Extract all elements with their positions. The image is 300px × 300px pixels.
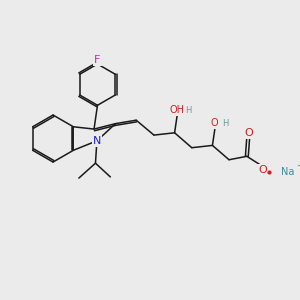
Text: OH: OH (169, 105, 184, 116)
Text: Na: Na (281, 167, 295, 176)
Text: H: H (185, 106, 191, 115)
Text: H: H (222, 118, 229, 127)
Text: F: F (94, 55, 101, 65)
Text: N: N (93, 136, 101, 146)
Text: O: O (258, 165, 267, 175)
Text: O: O (244, 128, 253, 138)
Text: +: + (296, 161, 300, 170)
Text: O: O (211, 118, 218, 128)
